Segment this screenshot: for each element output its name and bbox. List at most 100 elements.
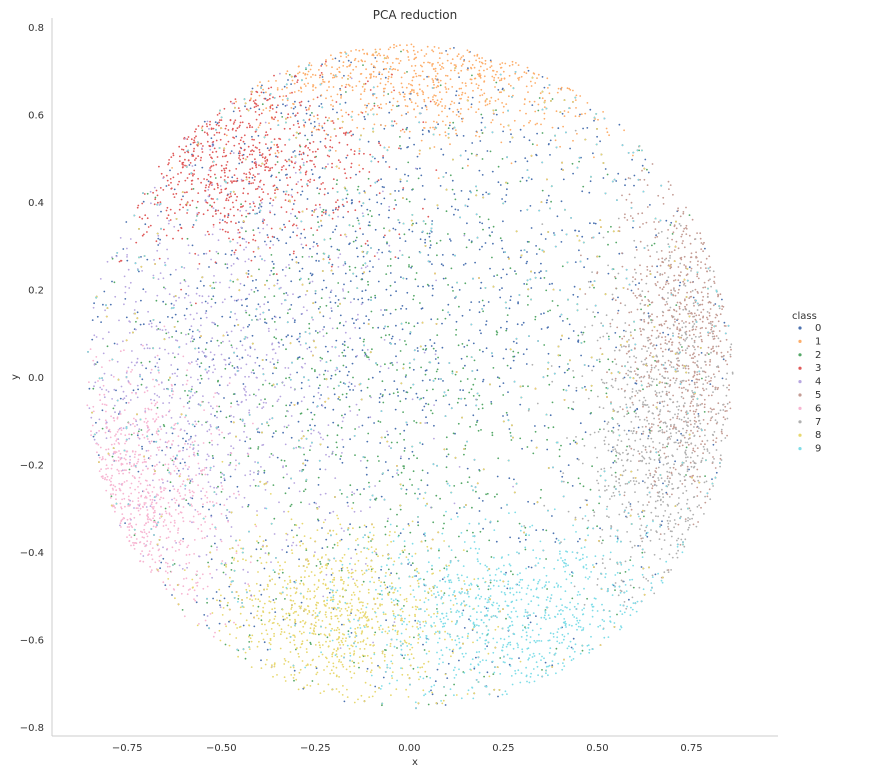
data-point	[293, 91, 296, 93]
data-point	[364, 456, 366, 459]
data-point	[510, 295, 512, 298]
data-point	[523, 103, 526, 105]
data-point	[405, 128, 408, 131]
data-point	[113, 281, 116, 284]
data-point	[500, 507, 503, 509]
data-point	[177, 229, 180, 232]
data-point	[130, 433, 133, 436]
data-point	[226, 267, 229, 269]
data-point	[506, 188, 508, 191]
data-point	[602, 111, 604, 113]
data-point	[296, 534, 298, 537]
data-point	[491, 119, 494, 121]
data-point	[438, 133, 441, 136]
data-point	[422, 93, 424, 96]
data-point	[245, 311, 248, 314]
data-point	[157, 201, 159, 204]
data-point	[529, 621, 532, 624]
data-point	[289, 253, 291, 256]
data-point	[543, 312, 545, 315]
data-point	[428, 235, 431, 238]
data-point	[242, 624, 245, 627]
data-point	[352, 376, 354, 379]
data-point	[432, 50, 435, 53]
data-point	[384, 525, 387, 528]
data-point	[480, 113, 483, 116]
data-point	[298, 558, 300, 561]
data-point	[456, 401, 459, 404]
data-point	[475, 424, 477, 426]
data-point	[355, 85, 358, 87]
data-point	[255, 164, 257, 167]
data-point	[584, 431, 587, 434]
data-point	[144, 223, 147, 226]
data-point	[321, 214, 323, 217]
data-point	[281, 88, 284, 91]
data-point	[406, 44, 408, 47]
data-point	[414, 619, 417, 622]
data-point	[416, 94, 419, 97]
data-point	[332, 108, 334, 111]
data-point	[545, 289, 548, 292]
data-point	[124, 522, 126, 524]
data-point	[312, 141, 315, 143]
data-point	[453, 47, 455, 49]
data-point	[263, 641, 266, 644]
data-point	[462, 117, 464, 120]
data-point	[409, 91, 412, 93]
data-point	[543, 112, 546, 115]
data-point	[247, 455, 250, 458]
data-point	[396, 369, 398, 371]
data-point	[459, 380, 462, 383]
data-point	[118, 260, 121, 263]
data-point	[281, 116, 284, 118]
data-point	[655, 234, 657, 237]
data-point	[556, 304, 559, 307]
data-point	[309, 449, 311, 451]
data-point	[408, 366, 411, 369]
data-point	[119, 397, 122, 400]
data-point	[269, 128, 272, 130]
data-point	[477, 408, 480, 410]
data-point	[455, 65, 457, 68]
data-point	[335, 101, 338, 103]
data-point	[306, 160, 308, 163]
data-point	[592, 152, 594, 155]
data-point	[212, 281, 215, 284]
data-point	[251, 138, 254, 141]
data-point	[303, 453, 305, 456]
data-point	[259, 584, 262, 586]
data-point	[517, 79, 520, 81]
data-point	[396, 441, 399, 444]
data-point	[465, 85, 467, 87]
data-point	[200, 142, 203, 145]
data-point	[373, 255, 376, 257]
data-point	[449, 103, 452, 106]
data-point	[298, 445, 300, 448]
data-point	[404, 397, 407, 400]
data-point	[187, 333, 190, 335]
data-point	[246, 108, 248, 110]
data-point	[394, 281, 396, 283]
data-point	[528, 100, 531, 103]
data-point	[528, 139, 531, 142]
data-point	[423, 649, 426, 651]
data-point	[425, 675, 428, 678]
data-point	[389, 294, 392, 297]
data-point	[466, 378, 469, 380]
data-point	[199, 374, 202, 377]
data-point	[544, 238, 547, 240]
data-point	[318, 260, 320, 262]
data-point	[409, 92, 412, 95]
data-point	[423, 100, 426, 103]
data-point	[576, 296, 579, 298]
data-point	[321, 76, 324, 78]
data-point	[349, 484, 352, 487]
data-point	[125, 402, 128, 404]
data-point	[566, 87, 569, 90]
data-point	[330, 377, 332, 380]
data-point	[561, 475, 564, 478]
data-point	[582, 331, 585, 334]
data-point	[330, 95, 332, 98]
data-point	[204, 186, 207, 189]
